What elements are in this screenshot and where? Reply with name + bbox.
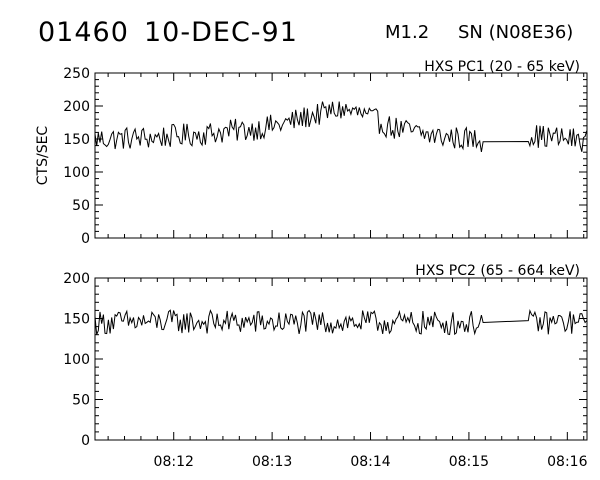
series-line [94, 308, 588, 336]
y-tick-label: 150 [63, 132, 90, 148]
x-tick-label: 08:16 [547, 454, 587, 470]
panel-title: HXS PC1 (20 - 65 keV) [424, 59, 580, 75]
panel-title: HXS PC2 (65 - 664 keV) [415, 263, 580, 279]
plot-frame [94, 277, 588, 441]
y-tick-label: 50 [72, 393, 90, 409]
series-line [94, 101, 588, 152]
y-tick-label: 50 [72, 198, 90, 214]
y-tick-label: 100 [63, 165, 90, 181]
x-tick-label: 08:13 [252, 454, 292, 470]
y-tick-label: 200 [63, 99, 90, 115]
event-date: 10-DEC-91 [144, 17, 298, 48]
x-tick-label: 08:15 [449, 454, 489, 470]
x-tick-label: 08:12 [154, 454, 194, 470]
y-tick-label: 0 [81, 231, 90, 247]
y-axis-label: CTS/SEC [35, 126, 51, 186]
flare-class: M1.2 [385, 22, 430, 43]
y-tick-label: 100 [63, 352, 90, 368]
y-tick-label: 250 [63, 66, 90, 82]
event-id: 01460 [38, 17, 129, 48]
flare-location: SN (N08E36) [458, 22, 574, 43]
y-tick-label: 150 [63, 312, 90, 328]
plot-frame [94, 72, 588, 239]
y-tick-label: 200 [63, 271, 90, 287]
y-tick-label: 0 [81, 433, 90, 449]
x-tick-label: 08:14 [350, 454, 390, 470]
